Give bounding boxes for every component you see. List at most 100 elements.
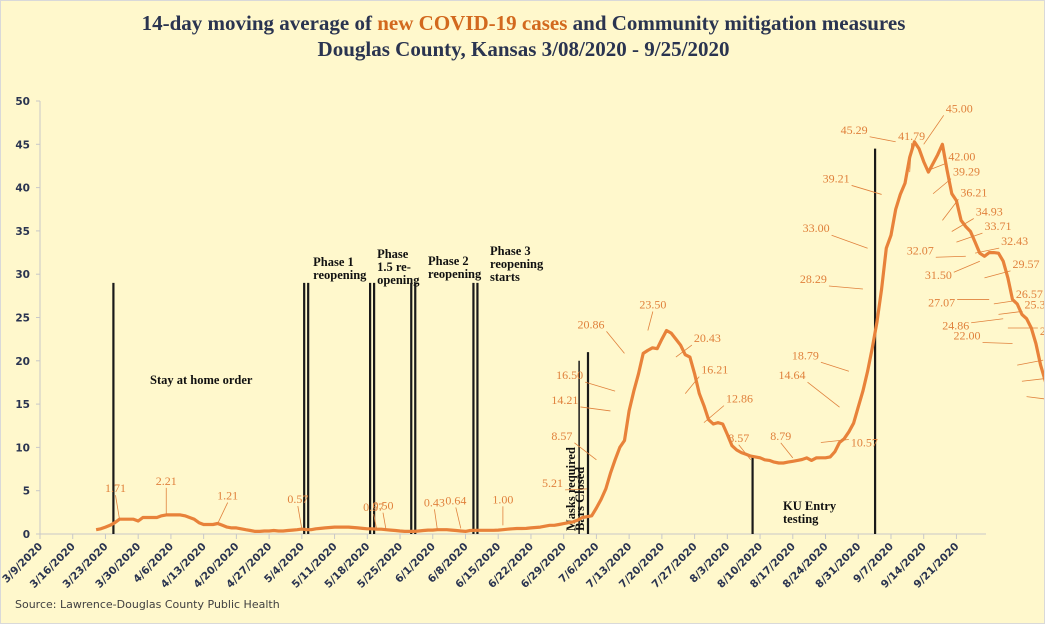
series-line <box>95 140 1044 534</box>
event-label-line: reopening <box>313 268 367 282</box>
data-label-leader <box>942 199 959 221</box>
data-label: 14.21 <box>551 393 578 407</box>
data-label-leader <box>971 318 1004 324</box>
data-label-leader <box>831 234 868 249</box>
data-label-leader <box>580 406 611 412</box>
title-part: 14-day moving average of <box>141 11 378 35</box>
event-label: KU Entry testing <box>783 499 837 526</box>
data-label: 0.50 <box>373 499 394 513</box>
data-label: 18.79 <box>792 348 819 362</box>
data-label-leader <box>684 376 700 394</box>
data-label-leader <box>932 178 952 195</box>
data-label-leader <box>1026 396 1044 400</box>
data-label-leader <box>923 115 945 145</box>
data-label-leader <box>1017 359 1044 366</box>
data-label: 16.50 <box>556 368 583 382</box>
data-label-leader <box>951 218 974 232</box>
y-tick-label: 40 <box>15 183 30 195</box>
y-tick-label: 10 <box>15 442 30 454</box>
event-label: Phase 2 reopening <box>428 254 482 281</box>
data-label: 5.21 <box>542 476 563 490</box>
y-tick-label: 30 <box>15 269 30 281</box>
y-tick-label: 45 <box>15 139 30 151</box>
data-label: 26.57 <box>1016 287 1043 301</box>
y-tick-label: 25 <box>15 313 30 325</box>
data-label-leader <box>956 232 983 243</box>
data-label: 39.21 <box>823 171 850 185</box>
title-line-1: 14-day moving average of new COVID-19 ca… <box>1 10 1044 36</box>
data-label-leader <box>984 270 1011 279</box>
data-label-leader <box>574 442 597 461</box>
data-label-leader <box>606 331 625 354</box>
data-label: 41.79 <box>898 129 925 143</box>
event-label-line: opening <box>377 273 420 287</box>
data-label: 42.00 <box>948 149 975 163</box>
event-label-line: KU Entry <box>783 499 837 513</box>
y-tick-label: 15 <box>15 399 30 411</box>
event-label: Stay at home order <box>150 373 253 387</box>
y-tick-label: 50 <box>15 96 30 108</box>
data-label: 39.29 <box>953 165 980 179</box>
data-label-leader <box>565 488 588 491</box>
data-label-leader <box>584 381 616 392</box>
data-label-leader <box>738 444 752 461</box>
data-label: 23.50 <box>639 297 666 311</box>
data-label: 45.00 <box>946 101 973 115</box>
data-label: 28.29 <box>800 272 827 286</box>
data-label: 29.57 <box>1012 257 1039 271</box>
event-label: Masks required <box>564 447 578 531</box>
y-tick-label: 5 <box>23 486 30 498</box>
data-label-leader <box>115 495 120 520</box>
data-label-leader <box>455 507 462 529</box>
event-label-line: testing <box>783 512 819 526</box>
event-label-line: Phase 3 <box>490 244 531 258</box>
data-label: 0.64 <box>445 493 466 507</box>
data-label: 36.21 <box>960 185 987 199</box>
data-label-leader <box>647 311 654 331</box>
source-note: Source: Lawrence-Douglas County Public H… <box>15 598 280 611</box>
data-label: 33.00 <box>803 221 830 235</box>
data-label: 20.86 <box>577 317 604 331</box>
data-label-leader <box>869 136 896 143</box>
data-label: 23.79 <box>1040 324 1045 338</box>
y-tick-label: 20 <box>15 356 30 368</box>
data-label-leader <box>909 143 913 173</box>
data-label-leader <box>434 509 438 531</box>
data-label: 25.36 <box>1025 297 1045 311</box>
data-label-leader <box>297 505 303 530</box>
event-label: Bars Closed <box>573 467 587 531</box>
data-label-leader <box>928 162 947 171</box>
data-label-leader <box>820 439 849 443</box>
data-label: 1.00 <box>492 492 513 506</box>
data-label-leader <box>217 502 229 524</box>
data-label: 1.71 <box>105 481 126 495</box>
data-label: 16.21 <box>701 363 728 377</box>
data-label: 31.50 <box>925 268 952 282</box>
event-label-line: Phase 1 <box>313 255 354 269</box>
event-label-line: Stay at home order <box>150 373 253 387</box>
event-label-line: starts <box>490 270 520 284</box>
data-label: 45.29 <box>841 123 868 137</box>
data-label: 12.86 <box>726 392 753 406</box>
data-label-leader <box>807 381 840 408</box>
title-highlight: new COVID-19 cases <box>377 11 568 35</box>
data-label: 33.71 <box>984 219 1011 233</box>
event-label-line: reopening <box>490 257 544 271</box>
data-label: 0.57 <box>287 492 308 506</box>
y-tick-label: 35 <box>15 226 30 238</box>
event-label-line: Phase 2 <box>428 254 469 268</box>
data-label-leader <box>382 512 387 530</box>
data-label-leader <box>780 442 794 459</box>
data-label: 34.93 <box>976 205 1003 219</box>
data-label-leader <box>993 300 1014 305</box>
data-label-leader <box>373 513 378 530</box>
y-tick-label: 0 <box>23 529 30 541</box>
event-label-line: Phase <box>377 247 409 261</box>
data-label-leader <box>953 260 980 273</box>
data-label: 8.57 <box>728 431 749 445</box>
event-label-line: reopening <box>428 267 482 281</box>
title-line-2: Douglas County, Kansas 3/08/2020 - 9/25/… <box>317 37 730 61</box>
chart-title: 14-day moving average of new COVID-19 ca… <box>1 10 1044 62</box>
data-label-leader <box>851 185 882 195</box>
